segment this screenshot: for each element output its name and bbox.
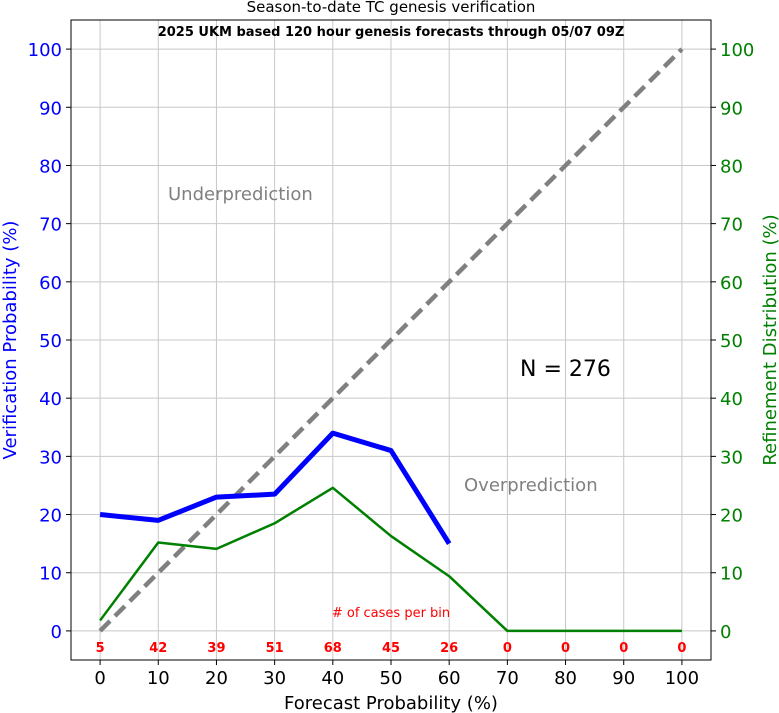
y-left-tick-label: 80 bbox=[39, 156, 62, 177]
underprediction-label: Underprediction bbox=[168, 184, 313, 205]
x-tick-label: 20 bbox=[205, 668, 228, 689]
x-tick-label: 60 bbox=[438, 668, 461, 689]
case-count-label: 68 bbox=[324, 641, 342, 656]
series-line-solid bbox=[99, 486, 682, 633]
y-left-tick-label: 20 bbox=[39, 506, 62, 527]
y-right-tick-label: 0 bbox=[720, 622, 731, 643]
y-left-tick-label: 0 bbox=[51, 622, 62, 643]
y-left-tick-label: 60 bbox=[39, 273, 62, 294]
chart-subtitle: 2025 UKM based 120 hour genesis forecast… bbox=[158, 25, 625, 40]
x-tick-label: 40 bbox=[321, 668, 344, 689]
x-tick-label: 80 bbox=[554, 668, 577, 689]
case-count-label: 26 bbox=[440, 641, 458, 656]
y-left-tick-label: 30 bbox=[39, 447, 62, 468]
series-line-dashed bbox=[98, 47, 684, 633]
y-axis-right-label: Refinement Distribution (%) bbox=[760, 214, 779, 465]
chart-title: Season-to-date TC genesis verification bbox=[247, 0, 536, 16]
grid bbox=[71, 20, 711, 660]
x-tick-label: 30 bbox=[263, 668, 286, 689]
y-right-tick-label: 100 bbox=[720, 40, 754, 61]
y-right-tick-label: 30 bbox=[720, 447, 743, 468]
y-left-tick-label: 50 bbox=[39, 331, 62, 352]
overprediction-label: Overprediction bbox=[464, 475, 598, 496]
case-count-label: 39 bbox=[207, 641, 225, 656]
x-tick-label: 100 bbox=[665, 668, 699, 689]
y-left-tick-label: 90 bbox=[39, 98, 62, 119]
y-left-tick-label: 100 bbox=[28, 40, 62, 61]
x-tick-label: 90 bbox=[612, 668, 635, 689]
case-count-label: 0 bbox=[619, 641, 628, 656]
y-right-tick-label: 90 bbox=[720, 98, 743, 119]
x-tick-label: 50 bbox=[380, 668, 403, 689]
series-lines bbox=[98, 47, 684, 633]
case-count-label: 5 bbox=[96, 641, 105, 656]
y-right-tick-label: 20 bbox=[720, 506, 743, 527]
y-left-tick-label: 10 bbox=[39, 564, 62, 585]
y-right-tick-label: 40 bbox=[720, 389, 743, 410]
y-left-tick-label: 40 bbox=[39, 389, 62, 410]
case-count-label: 51 bbox=[266, 641, 284, 656]
x-tick-label: 70 bbox=[496, 668, 519, 689]
case-count-label: 0 bbox=[561, 641, 570, 656]
x-axis-label: Forecast Probability (%) bbox=[284, 693, 498, 713]
y-axis-left-label: Verification Probability (%) bbox=[0, 221, 21, 460]
y-right-tick-label: 50 bbox=[720, 331, 743, 352]
case-count-label: 0 bbox=[677, 641, 686, 656]
y-right-tick-label: 70 bbox=[720, 215, 743, 236]
case-count-label: 45 bbox=[382, 641, 400, 656]
cases-per-bin-labels: 5 42 39 51 68 45 26 0 0 0 0 bbox=[96, 641, 687, 656]
case-count-label: 0 bbox=[503, 641, 512, 656]
y-right-tick-label: 60 bbox=[720, 273, 743, 294]
y-left-tick-label: 70 bbox=[39, 215, 62, 236]
y-right-tick-label: 10 bbox=[720, 564, 743, 585]
y-right-tick-label: 80 bbox=[720, 156, 743, 177]
x-tick-label: 0 bbox=[94, 668, 105, 689]
x-tick-label: 10 bbox=[147, 668, 170, 689]
case-count-label: 42 bbox=[149, 641, 167, 656]
cases-per-bin-caption: # of cases per bin bbox=[332, 606, 450, 621]
n-count-label: N = 276 bbox=[520, 357, 611, 382]
series-line-thick-solid bbox=[99, 430, 452, 545]
